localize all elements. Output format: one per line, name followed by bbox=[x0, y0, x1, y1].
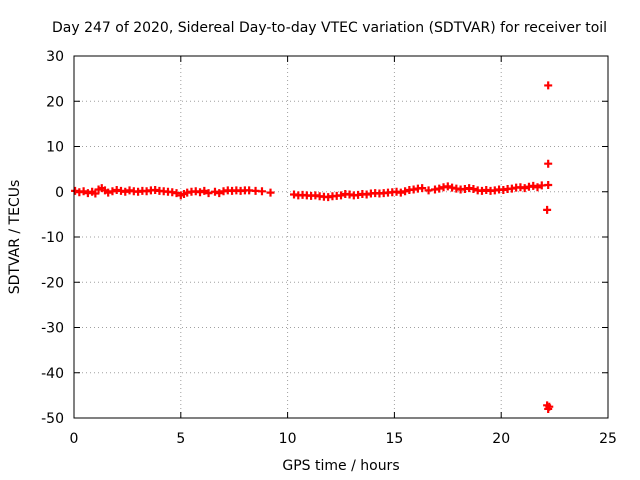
data-point bbox=[83, 189, 92, 198]
y-tick-label: -50 bbox=[41, 411, 64, 427]
data-point bbox=[544, 81, 553, 90]
plot-frame bbox=[73, 55, 609, 419]
data-point bbox=[196, 188, 205, 197]
y-tick-label: 20 bbox=[46, 94, 64, 110]
data-point bbox=[533, 183, 542, 192]
data-point bbox=[545, 402, 554, 411]
y-tick-label: -40 bbox=[41, 366, 64, 382]
y-axis-label: SDTVAR / TECUs bbox=[7, 180, 23, 295]
data-point bbox=[215, 189, 224, 198]
y-tick-label: -10 bbox=[41, 230, 64, 246]
data-point bbox=[401, 187, 410, 196]
x-tick-label: 15 bbox=[385, 431, 403, 447]
y-tick-label: -30 bbox=[41, 321, 64, 337]
x-tick-label: 10 bbox=[279, 431, 297, 447]
data-point bbox=[91, 189, 100, 198]
data-point bbox=[200, 186, 209, 195]
data-point bbox=[435, 184, 444, 193]
data-point bbox=[443, 182, 452, 191]
data-points bbox=[71, 81, 554, 413]
data-point bbox=[210, 187, 219, 196]
data-point bbox=[121, 187, 130, 196]
y-tick-label: 10 bbox=[46, 140, 64, 156]
x-tick-label: 25 bbox=[599, 431, 617, 447]
data-point bbox=[520, 184, 529, 193]
y-tick-labels: -50 -40 -30 -20 -10 0 10 20 30 bbox=[41, 49, 64, 427]
data-point bbox=[104, 188, 113, 197]
data-point bbox=[204, 189, 213, 198]
data-point bbox=[469, 185, 478, 194]
x-tick-labels: 0 5 10 15 20 25 bbox=[70, 431, 617, 447]
data-point bbox=[544, 180, 553, 189]
x-axis-label: GPS time / hours bbox=[282, 458, 399, 474]
data-point bbox=[543, 205, 552, 214]
data-point bbox=[108, 187, 117, 196]
x-tick-label: 20 bbox=[492, 431, 510, 447]
data-point bbox=[396, 188, 405, 197]
data-point bbox=[544, 159, 553, 168]
data-point bbox=[71, 186, 80, 195]
data-point bbox=[79, 187, 88, 196]
y-tick-label: 0 bbox=[55, 185, 64, 201]
x-tick-label: 0 bbox=[70, 431, 79, 447]
x-tick-label: 5 bbox=[176, 431, 185, 447]
chart-title: Day 247 of 2020, Sidereal Day-to-day VTE… bbox=[52, 20, 607, 36]
data-point bbox=[529, 181, 538, 190]
data-point bbox=[337, 191, 345, 200]
y-tick-label: 30 bbox=[46, 49, 64, 65]
gridlines bbox=[74, 56, 608, 418]
data-point bbox=[266, 188, 275, 197]
y-tick-label: -20 bbox=[41, 275, 64, 291]
data-point bbox=[418, 184, 427, 193]
data-point bbox=[172, 189, 181, 198]
data-point bbox=[257, 187, 266, 196]
